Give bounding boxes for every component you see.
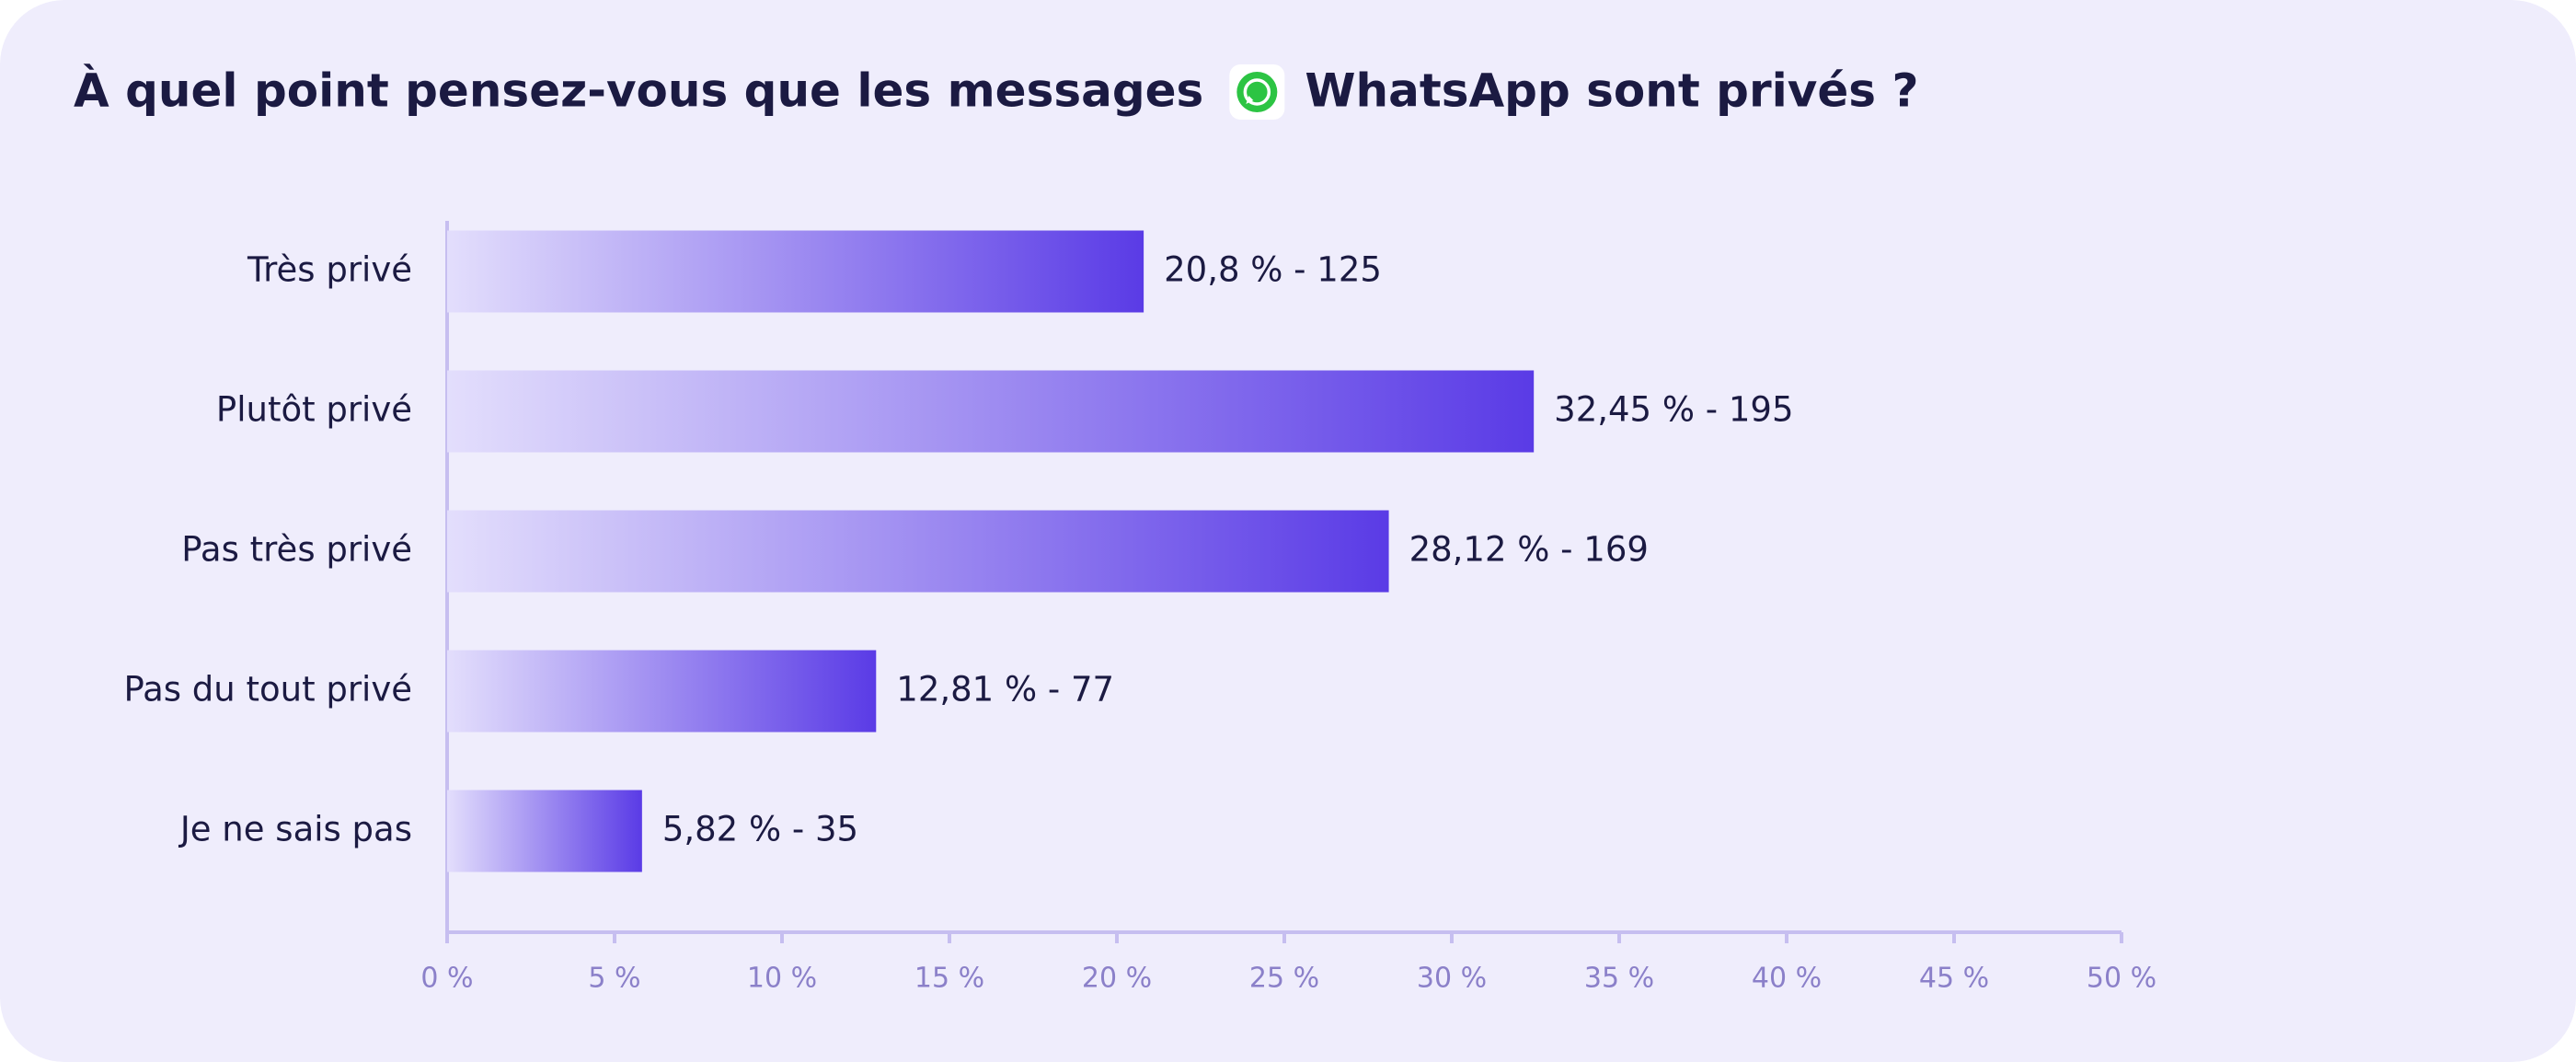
x-tick-label: 35 % (1584, 963, 1654, 995)
y-tick-label: Très privé (247, 250, 412, 290)
value-label: 12,81 % - 77 (896, 670, 1114, 710)
x-tick-label: 10 % (747, 963, 817, 995)
bar (447, 790, 642, 872)
y-tick-label: Je ne sais pas (178, 810, 412, 849)
x-tick-label: 45 % (1919, 963, 1989, 995)
x-tick-label: 20 % (1082, 963, 1152, 995)
chart-title: WhatsApp sont privés ? (1305, 64, 1918, 118)
x-tick-label: 50 % (2087, 963, 2156, 995)
whatsapp-icon (1229, 64, 1285, 120)
bar (447, 230, 1144, 313)
bar (447, 510, 1389, 593)
x-tick-label: 40 % (1752, 963, 1822, 995)
x-tick-label: 5 % (588, 963, 640, 995)
y-tick-label: Pas du tout privé (123, 670, 412, 710)
bar (447, 650, 877, 733)
value-label: 5,82 % - 35 (662, 810, 858, 849)
x-tick-label: 15 % (914, 963, 984, 995)
x-tick-label: 30 % (1417, 963, 1487, 995)
bar (447, 370, 1535, 453)
x-tick-label: 25 % (1249, 963, 1319, 995)
chart-title: À quel point pensez-vous que les message… (74, 63, 1203, 118)
value-label: 28,12 % - 169 (1409, 530, 1649, 570)
value-label: 32,45 % - 195 (1554, 390, 1793, 430)
y-tick-label: Plutôt privé (216, 390, 412, 430)
y-tick-label: Pas très privé (181, 530, 412, 570)
x-tick-label: 0 % (420, 963, 473, 995)
value-label: 20,8 % - 125 (1164, 250, 1382, 290)
